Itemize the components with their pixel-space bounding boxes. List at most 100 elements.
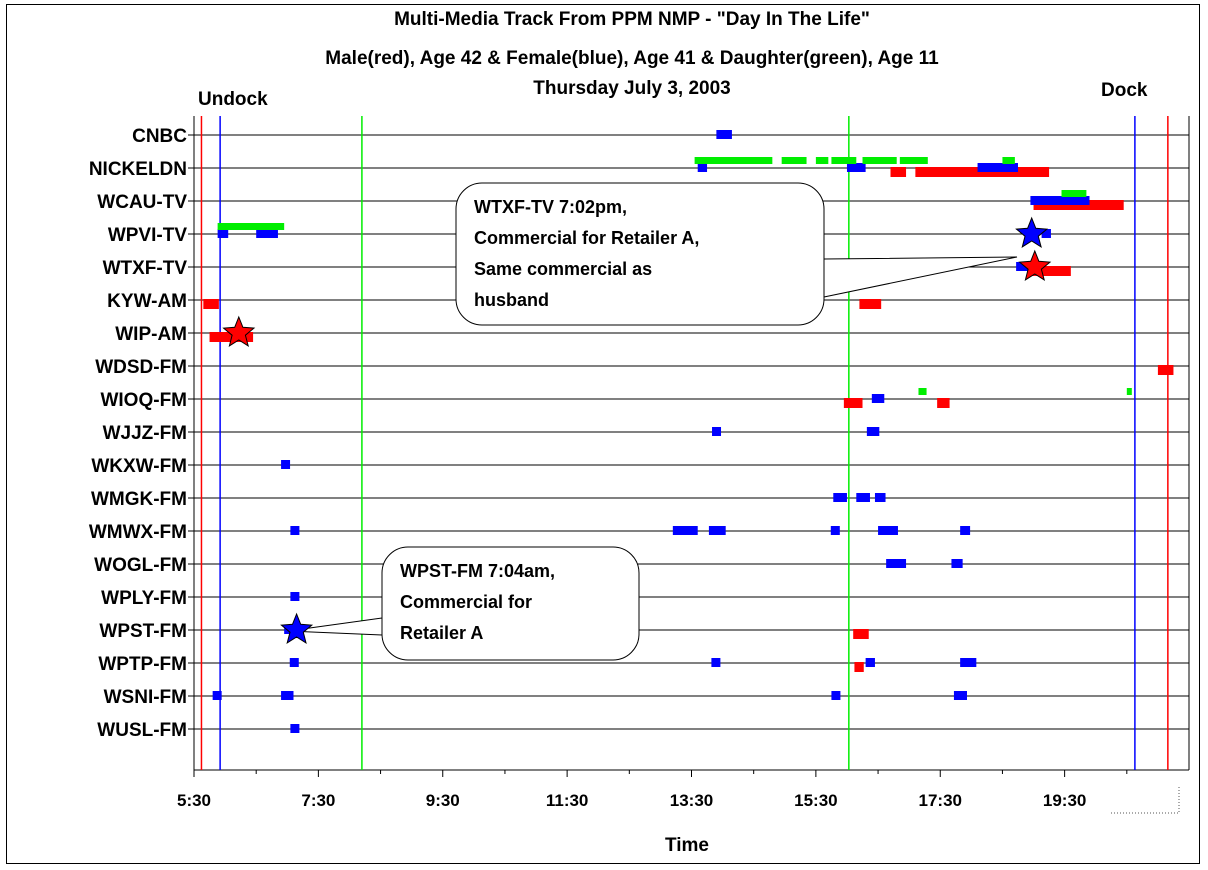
female-segment xyxy=(953,691,967,700)
chart-title: Multi-Media Track From PPM NMP - "Day In… xyxy=(394,9,870,30)
dock-label: Dock xyxy=(1101,80,1148,101)
category-label: NICKELDN xyxy=(89,159,187,180)
male-segment xyxy=(937,398,950,408)
x-tick-label: 9:30 xyxy=(426,791,460,810)
female-segment xyxy=(281,460,291,469)
female-segment xyxy=(960,526,971,535)
daughter-segment xyxy=(217,223,285,230)
category-label: WKXW-FM xyxy=(91,456,187,477)
male-segment xyxy=(1027,266,1071,276)
category-label: WMWX-FM xyxy=(89,522,187,543)
female-segment xyxy=(977,163,1018,172)
chart-subtitle: Male(red), Age 42 & Female(blue), Age 41… xyxy=(325,48,939,69)
chart-frame: Multi-Media Track From PPM NMP - "Day In… xyxy=(6,4,1200,864)
female-segment xyxy=(290,724,300,733)
male-segment xyxy=(853,629,869,639)
star-marker xyxy=(1015,216,1049,248)
daughter-segment xyxy=(1061,190,1087,197)
daughter-segment xyxy=(1002,157,1015,164)
daughter-segment xyxy=(1126,388,1132,395)
female-segment xyxy=(711,658,721,667)
wtxf-callout-text: husband xyxy=(474,290,549,310)
wtxf-callout-text: Same commercial as xyxy=(474,259,652,279)
category-label: WPLY-FM xyxy=(101,588,187,609)
female-segment xyxy=(874,493,886,502)
female-segment xyxy=(1030,196,1090,205)
wpst-callout-text: WPST-FM 7:04am, xyxy=(400,561,555,581)
female-segment xyxy=(672,526,698,535)
female-segment xyxy=(290,526,300,535)
female-segment xyxy=(856,493,870,502)
female-segment xyxy=(289,658,299,667)
female-segment xyxy=(865,658,875,667)
corner-dotted-mark xyxy=(1111,785,1180,814)
x-tick-label: 7:30 xyxy=(301,791,335,810)
x-tick-label: 11:30 xyxy=(546,791,589,810)
male-segment xyxy=(843,398,863,408)
female-segment xyxy=(866,427,880,436)
category-label: WMGK-FM xyxy=(91,489,187,510)
category-label: WPVI-TV xyxy=(108,225,187,246)
wtxf-callout-box xyxy=(455,182,825,326)
wpst-callout-box xyxy=(381,546,640,661)
star-marker xyxy=(1018,249,1052,281)
x-tick-label: 15:30 xyxy=(794,791,837,810)
male-segment xyxy=(203,299,219,309)
female-segment xyxy=(831,691,841,700)
timeline-chart: Multi-Media Track From PPM NMP - "Day In… xyxy=(89,9,1190,856)
female-segment xyxy=(833,493,847,502)
female-segment xyxy=(212,691,222,700)
category-label: WPST-FM xyxy=(99,621,187,642)
female-segment xyxy=(960,658,977,667)
wtxf-callout-pointer xyxy=(823,256,1018,298)
daughter-segment xyxy=(781,157,807,164)
x-tick-label: 5:30 xyxy=(177,791,211,810)
category-label: WTXF-TV xyxy=(103,258,188,279)
x-tick-label: 17:30 xyxy=(919,791,962,810)
x-axis-label: Time xyxy=(665,835,709,856)
star-marker xyxy=(222,315,256,347)
category-label: WIOQ-FM xyxy=(100,390,187,411)
daughter-segment xyxy=(862,157,897,164)
category-label: WCAU-TV xyxy=(97,192,187,213)
wtxf-callout-text: Commercial for Retailer A, xyxy=(474,228,699,248)
category-label: WPTP-FM xyxy=(98,654,187,675)
wtxf-callout-text: WTXF-TV 7:02pm, xyxy=(474,197,627,217)
category-label: WSNI-FM xyxy=(104,687,187,708)
female-segment xyxy=(712,427,722,436)
chart-date: Thursday July 3, 2003 xyxy=(533,78,731,99)
male-segment xyxy=(890,167,907,177)
female-segment xyxy=(871,394,885,403)
female-segment xyxy=(878,526,898,535)
female-segment xyxy=(256,229,278,238)
female-segment xyxy=(846,163,866,172)
wpst-callout-text: Commercial for xyxy=(400,592,532,612)
wpst-callout-pointer xyxy=(287,617,383,636)
female-segment xyxy=(281,691,294,700)
x-tick-label: 19:30 xyxy=(1043,791,1086,810)
female-segment xyxy=(716,130,732,139)
category-label: WUSL-FM xyxy=(97,720,187,741)
female-segment xyxy=(290,592,300,601)
female-segment xyxy=(1041,229,1051,238)
daughter-segment xyxy=(815,157,829,164)
daughter-segment xyxy=(831,157,857,164)
category-label: CNBC xyxy=(132,126,187,147)
male-segment xyxy=(854,662,864,672)
daughter-segment xyxy=(694,157,773,164)
category-label: WJJZ-FM xyxy=(103,423,187,444)
female-segment xyxy=(697,163,708,172)
male-segment xyxy=(859,299,882,309)
male-segment xyxy=(1157,365,1174,375)
category-label: WDSD-FM xyxy=(95,357,187,378)
wpst-callout-text: Retailer A xyxy=(400,623,483,643)
category-label: WOGL-FM xyxy=(94,555,187,576)
daughter-segment xyxy=(918,388,927,395)
undock-label: Undock xyxy=(198,89,268,110)
female-segment xyxy=(708,526,726,535)
category-label: KYW-AM xyxy=(107,291,187,312)
female-segment xyxy=(217,229,229,238)
category-label: WIP-AM xyxy=(115,324,187,345)
x-tick-label: 13:30 xyxy=(670,791,713,810)
female-segment xyxy=(830,526,840,535)
